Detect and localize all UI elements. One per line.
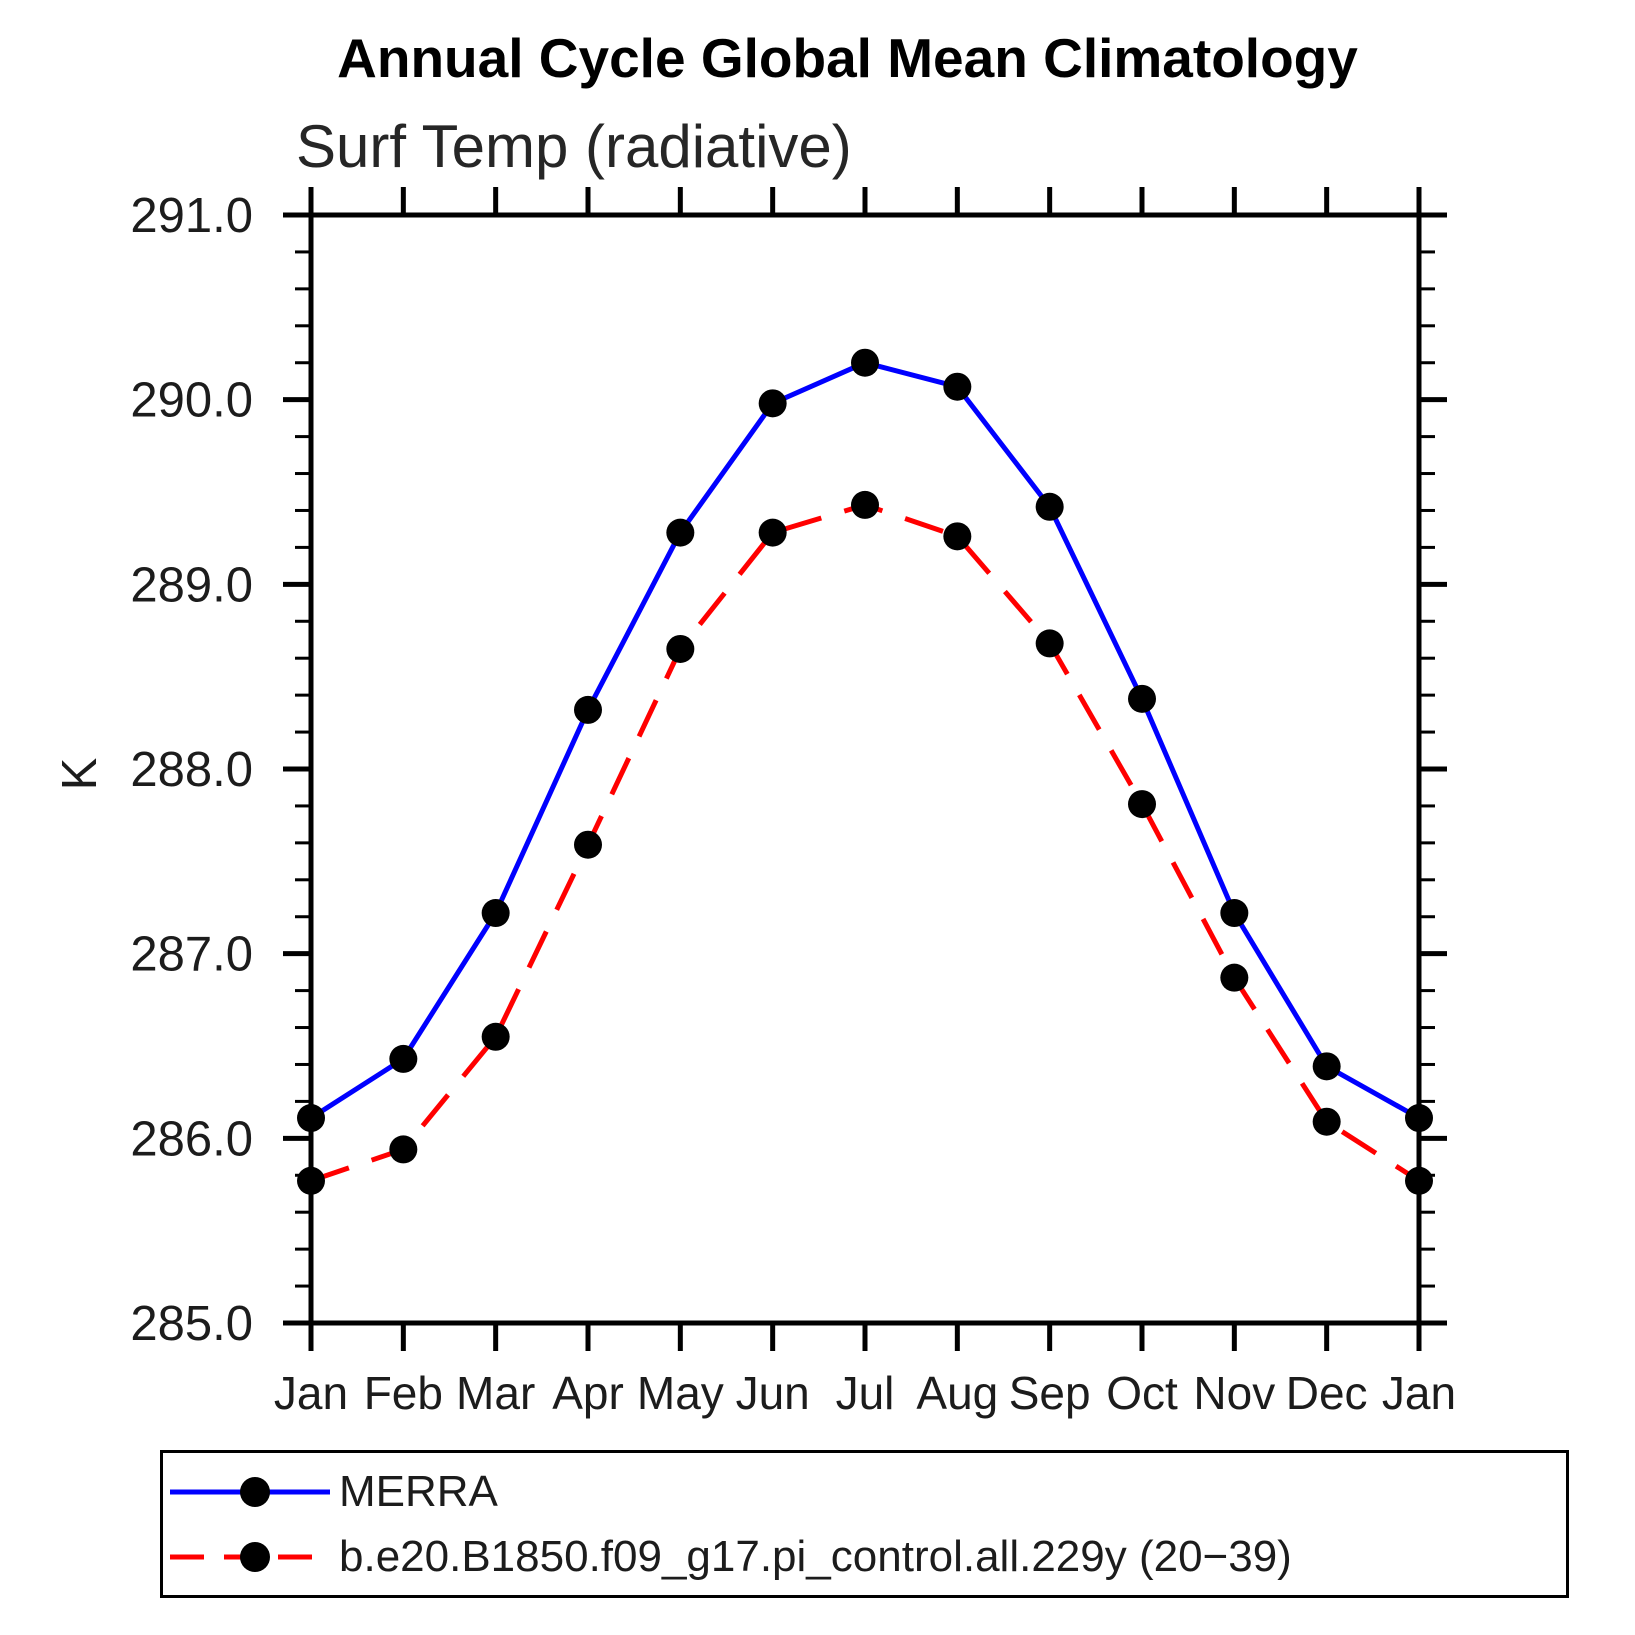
x-tick-label: Aug	[916, 1367, 998, 1419]
x-tick-label: Jan	[1382, 1367, 1456, 1419]
data-point-marker	[666, 518, 695, 547]
series-line	[310, 502, 1421, 1184]
chart-subtitle: Surf Temp (radiative)	[296, 113, 852, 180]
x-tick-label: Apr	[552, 1367, 624, 1419]
x-tick-label: May	[637, 1367, 724, 1419]
data-point-marker	[943, 372, 972, 401]
x-tick-label: Mar	[456, 1367, 535, 1419]
chart-title: Annual Cycle Global Mean Climatology	[337, 27, 1358, 89]
plot-frame	[283, 187, 1447, 1351]
legend-item-merra: MERRA	[170, 1467, 498, 1516]
data-point-marker	[1220, 899, 1249, 928]
data-point-marker	[1035, 492, 1064, 521]
data-point-marker	[851, 348, 879, 377]
series-merra	[297, 348, 1433, 1133]
data-point-marker	[758, 389, 787, 418]
legend-label-model: b.e20.B1850.f09_g17.pi_control.all.229y …	[339, 1532, 1292, 1581]
data-point-marker	[389, 1044, 418, 1073]
data-point-marker	[1220, 963, 1249, 992]
data-point-marker	[666, 634, 695, 663]
data-point-marker	[758, 518, 787, 547]
data-point-marker	[1405, 1104, 1433, 1133]
data-point-marker	[481, 1022, 510, 1051]
data-point-marker	[481, 899, 510, 928]
x-tick-label: Jul	[836, 1367, 895, 1419]
data-point-marker	[1035, 629, 1064, 658]
data-point-marker	[1128, 790, 1156, 819]
legend-item-model: b.e20.B1850.f09_g17.pi_control.all.229y …	[170, 1532, 1292, 1581]
x-tick-label: Oct	[1106, 1367, 1178, 1419]
x-tick-label: Jan	[274, 1367, 348, 1419]
x-tick-label: Dec	[1286, 1367, 1368, 1419]
data-point-marker	[389, 1135, 418, 1164]
y-tick-label: 288.0	[130, 743, 253, 797]
data-point-marker	[943, 522, 972, 551]
data-point-marker	[297, 1104, 325, 1133]
y-tick-label: 289.0	[130, 558, 253, 612]
data-point-marker	[1128, 684, 1156, 713]
data-point-marker	[851, 490, 879, 519]
y-tick-label: 290.0	[130, 374, 253, 428]
legend-label-merra: MERRA	[339, 1467, 498, 1516]
legend-dashed-line-sample	[170, 1542, 330, 1572]
x-tick-label: Sep	[1009, 1367, 1091, 1419]
series-model	[297, 490, 1433, 1195]
x-tick-label: Nov	[1193, 1367, 1275, 1419]
data-point-marker	[1312, 1052, 1341, 1081]
data-point-marker	[1312, 1107, 1341, 1136]
y-tick-labels: 285.0 286.0 287.0 288.0 289.0 290.0 291.0	[130, 189, 253, 1351]
y-tick-label: 285.0	[130, 1297, 253, 1351]
data-point-marker	[297, 1166, 325, 1195]
y-tick-label: 286.0	[130, 1112, 253, 1166]
data-point-marker	[1405, 1166, 1433, 1195]
legend-solid-line-sample	[170, 1477, 330, 1507]
axis-ticks	[283, 187, 1447, 1351]
legend: MERRA b.e20.B1850.f09_g17.pi_control.all…	[160, 1450, 1569, 1598]
data-point-marker	[574, 830, 602, 859]
x-tick-labels: Jan Feb Mar Apr May Jun Jul Aug Sep Oct Nov Dec Jan	[274, 1367, 1456, 1419]
y-tick-label: 287.0	[130, 928, 253, 982]
x-tick-label: Feb	[364, 1367, 443, 1419]
y-tick-label: 291.0	[130, 189, 253, 243]
x-tick-label: Jun	[736, 1367, 810, 1419]
data-point-marker	[574, 695, 602, 724]
